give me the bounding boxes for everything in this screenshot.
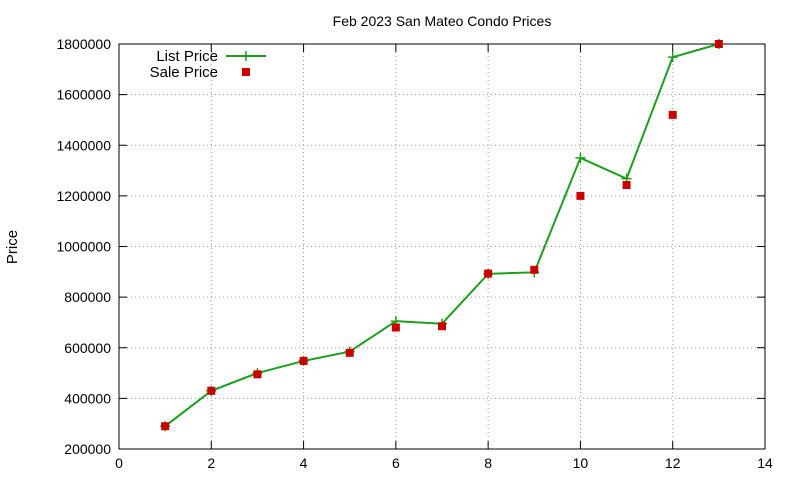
y-tick-label: 200000 (64, 441, 111, 457)
y-axis-label: Price (4, 230, 21, 264)
sale-price-point (622, 180, 631, 189)
sale-price-point (484, 269, 493, 278)
y-tick-label: 1800000 (56, 36, 111, 52)
sale-price-point (161, 422, 170, 431)
x-tick-label: 10 (573, 455, 589, 471)
list-price-point (575, 152, 586, 163)
sale-price-point (207, 386, 216, 395)
y-tick-label: 1200000 (56, 188, 111, 204)
x-tick-label: 0 (115, 455, 123, 471)
sale-price-point (668, 110, 677, 119)
sale-price-point (391, 323, 400, 332)
legend-swatch-plus (241, 51, 251, 61)
y-tick-label: 400000 (64, 390, 111, 406)
sale-price-point (714, 40, 723, 48)
y-tick-label: 1400000 (56, 137, 111, 153)
x-tick-label: 8 (484, 455, 492, 471)
x-tick-label: 2 (207, 455, 215, 471)
chart-title: Feb 2023 San Mateo Condo Prices (333, 13, 552, 29)
legend-label: Sale Price (150, 64, 218, 81)
y-tick-label: 1600000 (56, 87, 111, 103)
sale-price-point (299, 356, 308, 365)
series-line-list-price (164, 43, 720, 428)
sale-price-point (345, 348, 354, 357)
y-tick-label: 1000000 (56, 239, 111, 255)
sale-price-point (530, 265, 539, 274)
x-tick-label: 12 (665, 455, 681, 471)
legend-swatch-square (242, 68, 250, 76)
x-tick-label: 6 (392, 455, 400, 471)
series-layer (160, 39, 724, 432)
legend-label: List Price (156, 48, 218, 65)
x-tick-label: 14 (757, 455, 773, 471)
sale-price-point (438, 322, 446, 331)
y-tick-label: 800000 (64, 289, 111, 305)
sale-price-point (253, 370, 262, 379)
x-tick-label: 4 (300, 455, 308, 471)
list-price-point (667, 52, 678, 63)
axis-ticks: 0 2 4 6 8 10 12 14 200000 400000 600000 800000 10000… (56, 36, 773, 471)
y-tick-label: 600000 (64, 340, 111, 356)
sale-price-point (576, 191, 585, 200)
